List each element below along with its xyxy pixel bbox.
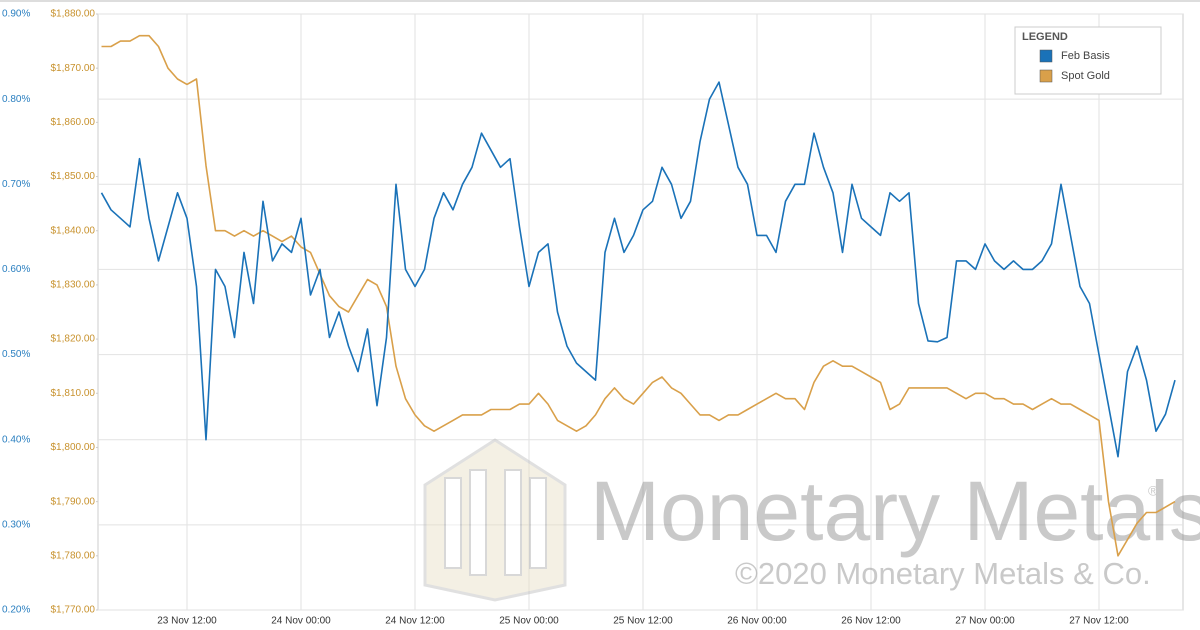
legend-box (1014, 26, 1162, 95)
x-tick-label: 26 Nov 12:00 (841, 616, 901, 627)
legend-label: Spot Gold (1061, 70, 1110, 82)
legend-title: LEGEND (1022, 31, 1068, 43)
legend: LEGEND Feb Basis Spot Gold (1014, 26, 1162, 95)
legend-swatch (1039, 49, 1053, 63)
x-tick-label: 25 Nov 12:00 (613, 616, 673, 627)
x-tick-label: 27 Nov 00:00 (955, 616, 1015, 627)
x-tick-label: 24 Nov 00:00 (271, 616, 331, 627)
copyright: ©2020 Monetary Metals & Co. (735, 556, 1151, 591)
logo-shape (423, 438, 567, 602)
logo-bar (504, 469, 522, 576)
y-tick-label: 0.30% (2, 519, 30, 530)
y2-tick-label: $1,770.00 (51, 605, 96, 616)
y-tick-label: 0.20% (2, 605, 30, 616)
logo-bar (469, 469, 487, 576)
y2-tick-label: $1,790.00 (51, 496, 96, 507)
x-tick-label: 26 Nov 00:00 (727, 616, 787, 627)
watermark-mark: ® (1148, 483, 1159, 499)
y-tick-label: 0.60% (2, 264, 30, 275)
y2-tick-label: $1,870.00 (51, 63, 96, 74)
y-tick-label: 0.70% (2, 179, 30, 190)
y2-tick-label: $1,830.00 (51, 280, 96, 291)
logo-bar (529, 477, 547, 569)
x-tick-label: 23 Nov 12:00 (157, 616, 217, 627)
y2-tick-label: $1,850.00 (51, 171, 96, 182)
y2-tick-label: $1,880.00 (51, 9, 96, 20)
y2-tick-label: $1,860.00 (51, 117, 96, 128)
watermark: Monetary Metals ® ©2020 Monetary Metals … (423, 438, 1200, 602)
y2-tick-label: $1,780.00 (51, 550, 96, 561)
x-tick-label: 24 Nov 12:00 (385, 616, 445, 627)
series-line (100, 81, 1176, 458)
y2-tick-label: $1,800.00 (51, 442, 96, 453)
y2-tick-label: $1,810.00 (51, 388, 96, 399)
x-tick-label: 25 Nov 00:00 (499, 616, 559, 627)
y-tick-label: 0.80% (2, 94, 30, 105)
y-tick-label: 0.50% (2, 349, 30, 360)
watermark-text: Monetary Metals (590, 464, 1200, 558)
y2-tick-label: $1,840.00 (51, 225, 96, 236)
legend-label: Feb Basis (1061, 50, 1110, 62)
grid (96, 13, 1183, 611)
series-line (101, 34, 1176, 557)
y-tick-label: 0.90% (2, 9, 30, 20)
y2-tick-label: $1,820.00 (51, 334, 96, 345)
series-lines (100, 34, 1176, 557)
legend-swatch (1039, 69, 1053, 83)
x-tick-label: 27 Nov 12:00 (1069, 616, 1129, 627)
y-tick-label: 0.40% (2, 434, 30, 445)
logo-bar (444, 477, 462, 569)
